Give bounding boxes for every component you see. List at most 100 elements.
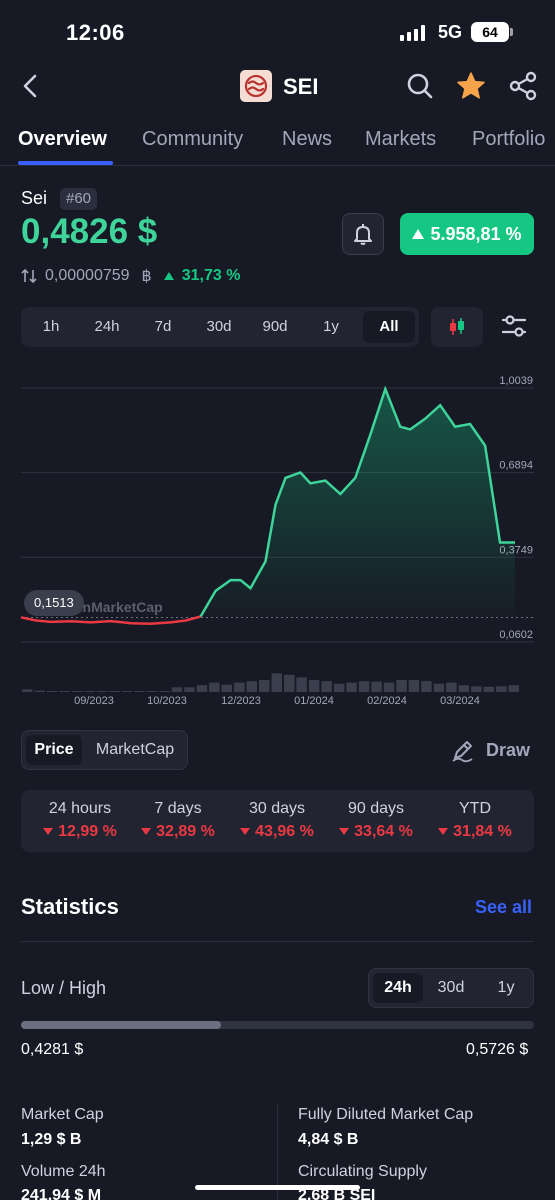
volume-bar (71, 691, 83, 692)
tab-overview[interactable]: Overview (18, 128, 107, 150)
period-value: 12,99 % (31, 823, 129, 841)
low-high-bar-fill (21, 1021, 221, 1029)
range-1h[interactable]: 1h (42, 318, 60, 335)
divider (21, 941, 534, 942)
range-30d[interactable]: 30d (206, 318, 232, 335)
volume-bar (346, 682, 357, 692)
tab-portfolio[interactable]: Portfolio (472, 128, 546, 150)
share-icon[interactable] (507, 70, 539, 102)
high-value: 0,5726 $ (466, 1041, 529, 1058)
sei-logo (240, 70, 272, 102)
lh-range-30d[interactable]: 30d (437, 979, 465, 996)
period-value-text: 33,64 % (354, 823, 413, 840)
triangle-down-icon (339, 828, 350, 836)
volume-bar (196, 685, 208, 692)
volume-bar (59, 691, 70, 692)
x-tick-label: 03/2024 (440, 695, 480, 707)
tab-news[interactable]: News (282, 128, 333, 150)
volume-bar (121, 691, 133, 692)
volume-bar (396, 680, 407, 692)
circulating-supply-value: 2,68 B SEI (298, 1187, 376, 1200)
volume-bar (321, 681, 332, 692)
draw-label: Draw (486, 739, 531, 760)
volume-bar (383, 682, 395, 692)
volume-value: 241,94 $ M (21, 1187, 102, 1200)
low-value: 0,4281 $ (21, 1041, 84, 1058)
network-type: 5G (438, 22, 463, 42)
range-all[interactable]: All (363, 311, 415, 343)
triangle-down-icon (141, 828, 152, 836)
coin-price: 0,4826 $ (21, 212, 158, 251)
tab-markets[interactable]: Markets (365, 128, 437, 150)
star-icon[interactable] (455, 70, 487, 102)
period-value-text: 12,99 % (58, 823, 117, 840)
period-label: YTD (459, 800, 491, 817)
volume-bar (471, 686, 482, 692)
toggle-price[interactable]: Price (26, 735, 82, 765)
x-tick-label: 01/2024 (294, 695, 334, 707)
search-icon[interactable] (404, 70, 436, 102)
period-value-text: 32,89 % (156, 823, 215, 840)
coin-title: SEI (283, 74, 319, 99)
tab-bar: Overview Community News Markets Portfoli… (0, 118, 555, 166)
y-tick-label: 0,0602 (499, 629, 533, 641)
toggle-marketcap[interactable]: MarketCap (95, 741, 175, 758)
draw-button[interactable]: Draw (450, 737, 530, 763)
btc-price-row: 0,00000759 ฿ 31,73 % (21, 266, 240, 286)
range-1y[interactable]: 1y (323, 318, 339, 335)
period-value: 31,84 % (426, 823, 524, 841)
volume-bar (184, 687, 195, 692)
price-change-badge: 5.958,81 % (400, 213, 534, 255)
period-changes: 24 hours 12,99 % 7 days 32,89 % 30 days … (21, 790, 534, 852)
volume-bar (333, 683, 345, 692)
x-tick-label: 10/2023 (147, 695, 187, 707)
period-value: 33,64 % (327, 823, 425, 841)
range-90d[interactable]: 90d (262, 318, 288, 335)
period-value-text: 43,96 % (255, 823, 314, 840)
volume-bar (22, 689, 33, 692)
volume-bar (433, 683, 445, 692)
volume-bar (171, 687, 183, 692)
volume-label: Volume 24h (21, 1163, 106, 1180)
price-chart[interactable]: CoinMarketCap 1,0039 0,6894 0,3749 0,0602 0… (0, 360, 555, 720)
period-label: 90 days (347, 800, 405, 817)
candlestick-toggle-button[interactable] (431, 307, 483, 347)
tab-community[interactable]: Community (142, 128, 244, 150)
volume-bar (371, 681, 382, 692)
volume-bar (134, 691, 145, 692)
active-tab-indicator (18, 161, 113, 165)
range-24h[interactable]: 24h (94, 318, 120, 335)
back-chevron-icon[interactable] (18, 72, 44, 100)
see-all-link[interactable]: See all (475, 897, 533, 917)
period-90d: 90 days 33,64 % (327, 800, 425, 841)
chart-settings-icon[interactable] (498, 310, 530, 342)
volume-bar (458, 685, 470, 692)
period-label: 7 days (154, 800, 202, 817)
volume-bar (308, 680, 320, 692)
price-alert-button[interactable] (342, 213, 384, 255)
price-line-above-baseline (199, 385, 515, 618)
volume-bar (446, 682, 457, 692)
volume-bar (271, 673, 282, 692)
lh-range-1y[interactable]: 1y (497, 979, 515, 996)
volume-bar (209, 682, 220, 692)
period-ytd: YTD 31,84 % (426, 800, 524, 841)
market-cap-value: 1,29 $ B (21, 1131, 82, 1148)
volume-bar (34, 690, 45, 692)
triangle-up-icon (412, 229, 425, 239)
volume-bar (508, 685, 519, 692)
triangle-down-icon (438, 828, 449, 836)
circulating-supply-label: Circulating Supply (298, 1163, 427, 1180)
lh-range-24h[interactable]: 24h (373, 973, 423, 1003)
x-tick-label: 12/2023 (221, 695, 261, 707)
stats-column-divider (277, 1105, 278, 1200)
swap-arrows-icon (21, 268, 37, 284)
range-7d[interactable]: 7d (154, 318, 172, 335)
period-value-text: 31,84 % (453, 823, 512, 840)
battery-icon: 64 (471, 22, 509, 42)
x-tick-label: 09/2023 (74, 695, 114, 707)
period-30d: 30 days 43,96 % (228, 800, 326, 841)
low-high-bar-track (21, 1021, 534, 1029)
pen-draw-icon (452, 741, 473, 763)
volume-bar (159, 691, 170, 692)
